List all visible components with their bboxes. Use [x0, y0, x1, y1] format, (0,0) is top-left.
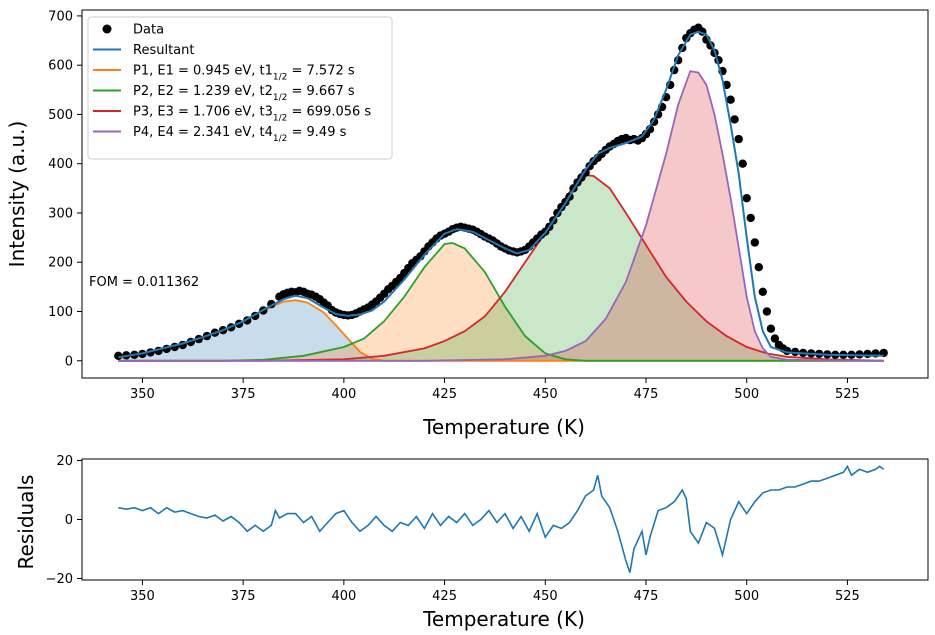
- x-tick-label: 375: [231, 589, 256, 604]
- peak-fills: [118, 71, 884, 361]
- y-tick-label: −20: [46, 572, 73, 587]
- x-tick-label: 400: [331, 589, 356, 604]
- legend-data-label: Data: [133, 23, 164, 38]
- y-tick-label: 100: [48, 305, 73, 320]
- x-tick-label: 425: [432, 589, 457, 604]
- data-point: [758, 287, 767, 296]
- legend-res-label: Resultant: [133, 43, 194, 58]
- p4-line: [118, 70, 884, 362]
- data-point: [754, 263, 763, 272]
- residual-x-axis-label: Temperature (K): [422, 607, 585, 631]
- legend-data-marker: [102, 24, 112, 34]
- data-point: [770, 334, 780, 343]
- top-x-axis: 350 375 400 425 450 475 500 525: [130, 378, 860, 402]
- resultant-line: [118, 30, 884, 359]
- y-tick-label: 200: [48, 256, 73, 271]
- y-tick-label: 700: [48, 9, 73, 24]
- y-tick-label: 20: [56, 454, 73, 469]
- data-point: [734, 134, 743, 144]
- top-x-axis-label: Temperature (K): [422, 415, 585, 439]
- top-plot-frame: [81, 9, 929, 379]
- y-tick-label: 600: [48, 59, 73, 74]
- data-point: [730, 115, 739, 124]
- residuals-line: [118, 464, 885, 573]
- y-tick-label: 0: [65, 354, 73, 369]
- x-tick-label: 425: [432, 387, 457, 402]
- x-tick-label: 500: [734, 589, 759, 604]
- x-tick-label: 525: [835, 589, 860, 604]
- data-point: [863, 349, 872, 359]
- x-tick-label: 375: [231, 387, 256, 402]
- x-tick-label: 400: [331, 387, 356, 402]
- x-tick-label: 525: [835, 387, 860, 402]
- fom-annotation: FOM = 0.011362: [89, 275, 199, 290]
- residual-plot: 350 375 400 425 450 475 500 525 −20 0 20 Temperat…: [14, 454, 929, 631]
- x-tick-label: 475: [634, 387, 659, 402]
- legend-frame: [87, 16, 393, 160]
- x-tick-label: 350: [130, 387, 155, 402]
- residual-y-axis-label: Residuals: [14, 475, 38, 570]
- y-tick-label: 500: [48, 108, 73, 123]
- legend: Data Resultant P1, E1 = 0.945 eV, t11/2 = …: [87, 16, 393, 160]
- x-tick-label: 350: [130, 589, 155, 604]
- legend-p3-label: P3, E3 = 1.706 eV, t31/2 = 699.056 s: [133, 105, 371, 124]
- top-y-axis-label: Intensity (a.u.): [5, 121, 29, 268]
- p1-fill: [118, 300, 884, 361]
- data-point: [726, 95, 735, 104]
- y-tick-label: 300: [48, 206, 73, 221]
- data-point: [750, 238, 759, 247]
- data-point: [746, 213, 755, 223]
- p2-line: [118, 242, 884, 362]
- residual-y-axis: −20 0 20: [46, 454, 82, 587]
- data-point: [766, 324, 776, 333]
- x-tick-label: 450: [533, 387, 558, 402]
- p2-fill: [118, 243, 884, 361]
- top-plot: 350 375 400 425 450 475 500 525 0 100 200 300 400 50…: [5, 9, 929, 439]
- top-y-axis: 0 100 200 300 400 500 600 700: [48, 9, 82, 369]
- data-point: [738, 159, 747, 168]
- x-tick-label: 450: [533, 589, 558, 604]
- x-tick-label: 500: [734, 387, 759, 402]
- data-point: [742, 194, 751, 203]
- residual-x-axis: 350 375 400 425 450 475 500 525: [130, 580, 860, 604]
- legend-p2-label: P2, E2 = 1.239 eV, t21/2 = 9.667 s: [133, 84, 355, 103]
- p3-fill: [118, 174, 884, 361]
- y-tick-label: 400: [48, 157, 73, 172]
- data-point: [114, 351, 123, 360]
- x-tick-label: 475: [634, 589, 659, 604]
- legend-p1-label: P1, E1 = 0.945 eV, t11/2 = 7.572 s: [133, 64, 355, 83]
- data-point: [762, 307, 772, 316]
- y-tick-label: 0: [65, 513, 73, 528]
- residual-plot-frame: [81, 458, 929, 581]
- legend-p4-label: P4, E4 = 2.341 eV, t41/2 = 9.49 s: [133, 125, 347, 144]
- p4-fill: [118, 71, 884, 361]
